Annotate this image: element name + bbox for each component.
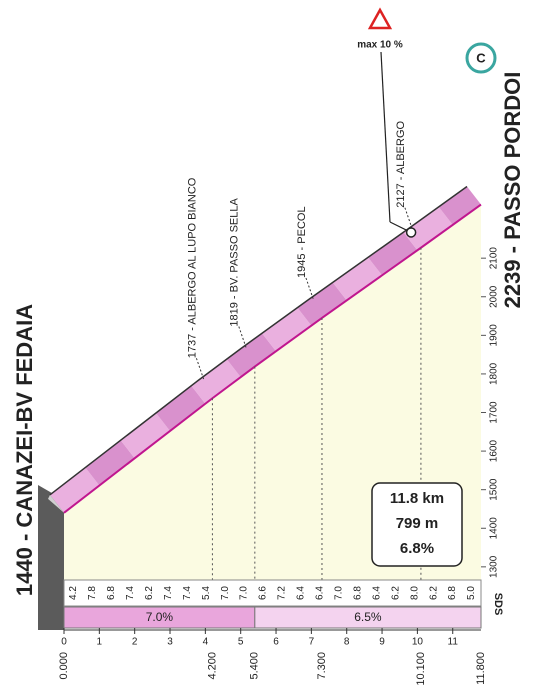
- gradient-label: 6.4: [371, 586, 382, 600]
- y-tick-label: 1700: [489, 401, 500, 424]
- gradient-label: 7.4: [182, 586, 193, 600]
- ribbon: [226, 333, 277, 378]
- gradient-label: 7.8: [87, 586, 98, 600]
- gradient-label: 6.8: [106, 586, 117, 600]
- x-tick-label: 8: [344, 637, 350, 648]
- waypoint-km-label: 0.000: [58, 652, 70, 680]
- waypoint-km-label: 5.400: [249, 652, 261, 680]
- finish-badge-text: C: [476, 50, 486, 65]
- waypoint-label: 1737 - ALBERGO AL LUPO BIANCO: [186, 177, 198, 358]
- gradient-label: 4.2: [68, 586, 79, 600]
- gradient-row: [63, 579, 482, 607]
- gradient-label: 7.0: [333, 586, 344, 600]
- gradient-label: 6.2: [144, 586, 155, 600]
- sector-bar: [254, 606, 482, 629]
- gradient-label: 6.8: [447, 586, 458, 600]
- x-tick-label: 0: [61, 637, 67, 648]
- y-tick-label: 1300: [489, 555, 500, 578]
- x-tick-label: 1: [97, 637, 103, 648]
- ribbon: [368, 232, 418, 276]
- gradient-label: 6.4: [296, 586, 307, 600]
- waypoint-label: 1945 - PECOL: [296, 206, 308, 278]
- finish-badge: [465, 42, 497, 74]
- waypoint-km-label: 10.100: [415, 652, 427, 686]
- max-gradient-label: max 10 %: [357, 40, 403, 51]
- x-tick-label: 7: [309, 637, 315, 648]
- x-tick-label: 6: [273, 637, 279, 648]
- logo: SDS: [492, 593, 504, 616]
- waypoint-label: 2127 - ALBERGO: [395, 120, 407, 207]
- y-tick-label: 1800: [489, 362, 500, 385]
- max-gradient-sign: [367, 7, 393, 30]
- summary-gradient: 6.8%: [400, 540, 434, 557]
- start-wall: [38, 485, 64, 630]
- y-tick-label: 1900: [489, 324, 500, 347]
- y-tick-label: 1600: [489, 440, 500, 463]
- ribbon: [297, 282, 347, 326]
- ribbon: [156, 385, 206, 431]
- x-tick-label: 10: [412, 637, 424, 648]
- x-tick-label: 11: [448, 637, 459, 648]
- gradient-label: 5.4: [201, 586, 212, 600]
- marks: 0.000 1737 - ALBERGO AL LUPO BIANCO 4.200 1…: [48, 51, 500, 686]
- ribbon: [438, 186, 481, 225]
- max-gradient-point: [405, 227, 417, 238]
- finish-label: 2239 - PASSO PORDOI: [500, 72, 525, 309]
- gradient-label: 7.4: [163, 586, 174, 600]
- sector-label: 6.5%: [354, 610, 382, 624]
- ribbon: [262, 307, 312, 352]
- ribbon: [403, 206, 453, 251]
- x-tick-label: 2: [132, 637, 138, 648]
- summary-elevation: 799 m: [396, 515, 439, 532]
- x-tick-label: 3: [167, 637, 173, 648]
- ribbon: [50, 467, 100, 513]
- gradient-label: 6.4: [315, 586, 326, 600]
- max-gradient-leader: [380, 51, 391, 223]
- y-tick-label: 1400: [489, 517, 500, 540]
- waypoint-km-label: 11.800: [475, 652, 487, 685]
- waypoint-label: 1819 - BV. PASSO SELLA: [229, 198, 241, 327]
- x-tick-label: 5: [238, 637, 244, 648]
- waypoint-km-label: 7.300: [316, 652, 328, 680]
- ribbon-end: [48, 494, 64, 513]
- waypoint-km-label: 4.200: [206, 652, 218, 680]
- gradient-label: 5.0: [466, 586, 477, 600]
- summary-distance: 11.8 km: [390, 490, 444, 507]
- x-tick-label: 4: [203, 637, 209, 648]
- sector-label: 7.0%: [146, 610, 174, 624]
- gradient-label: 7.0: [239, 586, 250, 600]
- ribbon: [85, 440, 135, 486]
- gradient-label: 6.2: [390, 586, 401, 600]
- ribbon: [191, 359, 241, 404]
- ribbon: [120, 412, 171, 459]
- y-tick-label: 2000: [489, 285, 500, 308]
- gradient-label: 6.2: [428, 586, 439, 600]
- summary-box: [371, 482, 463, 567]
- ribbon: [332, 257, 383, 301]
- start-label: 1440 - CANAZEI-BV FEDAIA: [12, 304, 37, 596]
- x-tick-label: 9: [379, 637, 385, 648]
- y-tick-label: 1500: [489, 478, 500, 501]
- gradient-label: 7.0: [220, 586, 231, 600]
- gradient-label: 8.0: [409, 586, 420, 600]
- gradient-label: 6.8: [352, 586, 363, 600]
- y-tick-label: 2100: [489, 247, 500, 270]
- profile-line: [63, 203, 482, 514]
- gradient-label: 7.2: [277, 586, 288, 600]
- gradient-label: 7.4: [125, 586, 136, 600]
- ribbon-top-edge: [49, 185, 468, 496]
- gradient-label: 6.6: [258, 586, 269, 600]
